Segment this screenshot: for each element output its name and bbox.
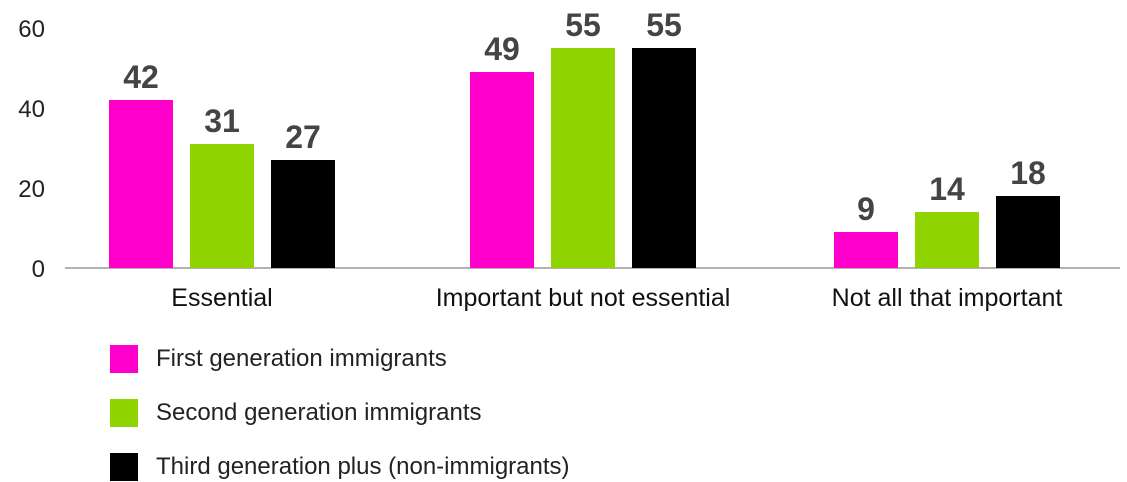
bar [632, 48, 696, 268]
bar [470, 72, 534, 268]
bar [915, 212, 979, 268]
bar [996, 196, 1060, 268]
legend-label: Third generation plus (non-immigrants) [156, 453, 570, 480]
data-label: 31 [204, 103, 240, 139]
legend-label: First generation immigrants [156, 345, 447, 372]
bar [551, 48, 615, 268]
y-tick-label: 60 [18, 16, 45, 43]
bar [271, 160, 335, 268]
legend-item: Second generation immigrants [110, 398, 482, 428]
legend-item: First generation immigrants [110, 344, 447, 374]
y-axis: 0 20 40 60 [18, 16, 45, 283]
x-tick-label: Important but not essential [436, 284, 731, 312]
legend-swatch [110, 453, 138, 481]
data-label: 14 [929, 171, 965, 207]
legend-item: Third generation plus (non-immigrants) [110, 452, 570, 482]
x-axis: Essential Important but not essential Not … [171, 284, 1062, 312]
data-label: 27 [285, 119, 321, 155]
y-tick-label: 40 [18, 96, 45, 123]
bar [834, 232, 898, 268]
legend-swatch [110, 345, 138, 373]
data-label: 55 [565, 7, 601, 43]
bars: 42 49 9 31 55 14 27 55 18 [109, 7, 1060, 268]
legend-swatch [110, 399, 138, 427]
bar [190, 144, 254, 268]
data-label: 55 [646, 7, 682, 43]
y-tick-label: 0 [32, 256, 45, 283]
data-label: 18 [1010, 155, 1046, 191]
bar-chart: 0 20 40 60 42 49 9 31 55 14 27 55 18 Essential Impor… [18, 7, 1120, 312]
data-label: 49 [484, 31, 520, 67]
y-tick-label: 20 [18, 176, 45, 203]
data-label: 9 [857, 191, 875, 227]
data-label: 42 [123, 59, 159, 95]
legend-label: Second generation immigrants [156, 399, 482, 426]
x-tick-label: Essential [171, 284, 272, 312]
x-tick-label: Not all that important [832, 284, 1063, 312]
bar [109, 100, 173, 268]
